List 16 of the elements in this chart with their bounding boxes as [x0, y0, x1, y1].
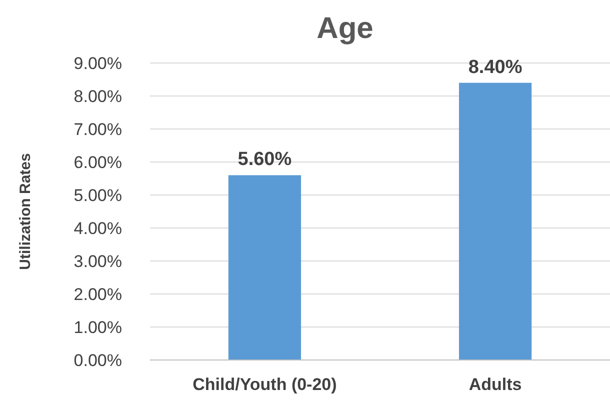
y-tick-label: 8.00% — [74, 86, 122, 106]
y-axis-title: Utilization Rates — [17, 153, 34, 270]
y-tick-label: 5.00% — [74, 186, 122, 205]
y-tick-label: 2.00% — [74, 284, 122, 304]
y-tick-label: 3.00% — [74, 252, 122, 271]
y-tick-label: 1.00% — [74, 318, 122, 337]
y-tick-label: 6.00% — [74, 152, 122, 172]
data-label: 8.40% — [468, 56, 522, 78]
x-tick-label: Adults — [468, 375, 522, 394]
y-tick-label: 0.00% — [74, 350, 122, 370]
x-tick-label: Child/Youth (0-20) — [192, 375, 337, 394]
y-tick-label: 9.00% — [74, 54, 122, 73]
y-tick-label: 7.00% — [74, 120, 122, 139]
y-tick-label: 4.00% — [74, 218, 122, 238]
data-label: 5.60% — [238, 149, 292, 170]
chart-title: Age — [316, 12, 374, 45]
